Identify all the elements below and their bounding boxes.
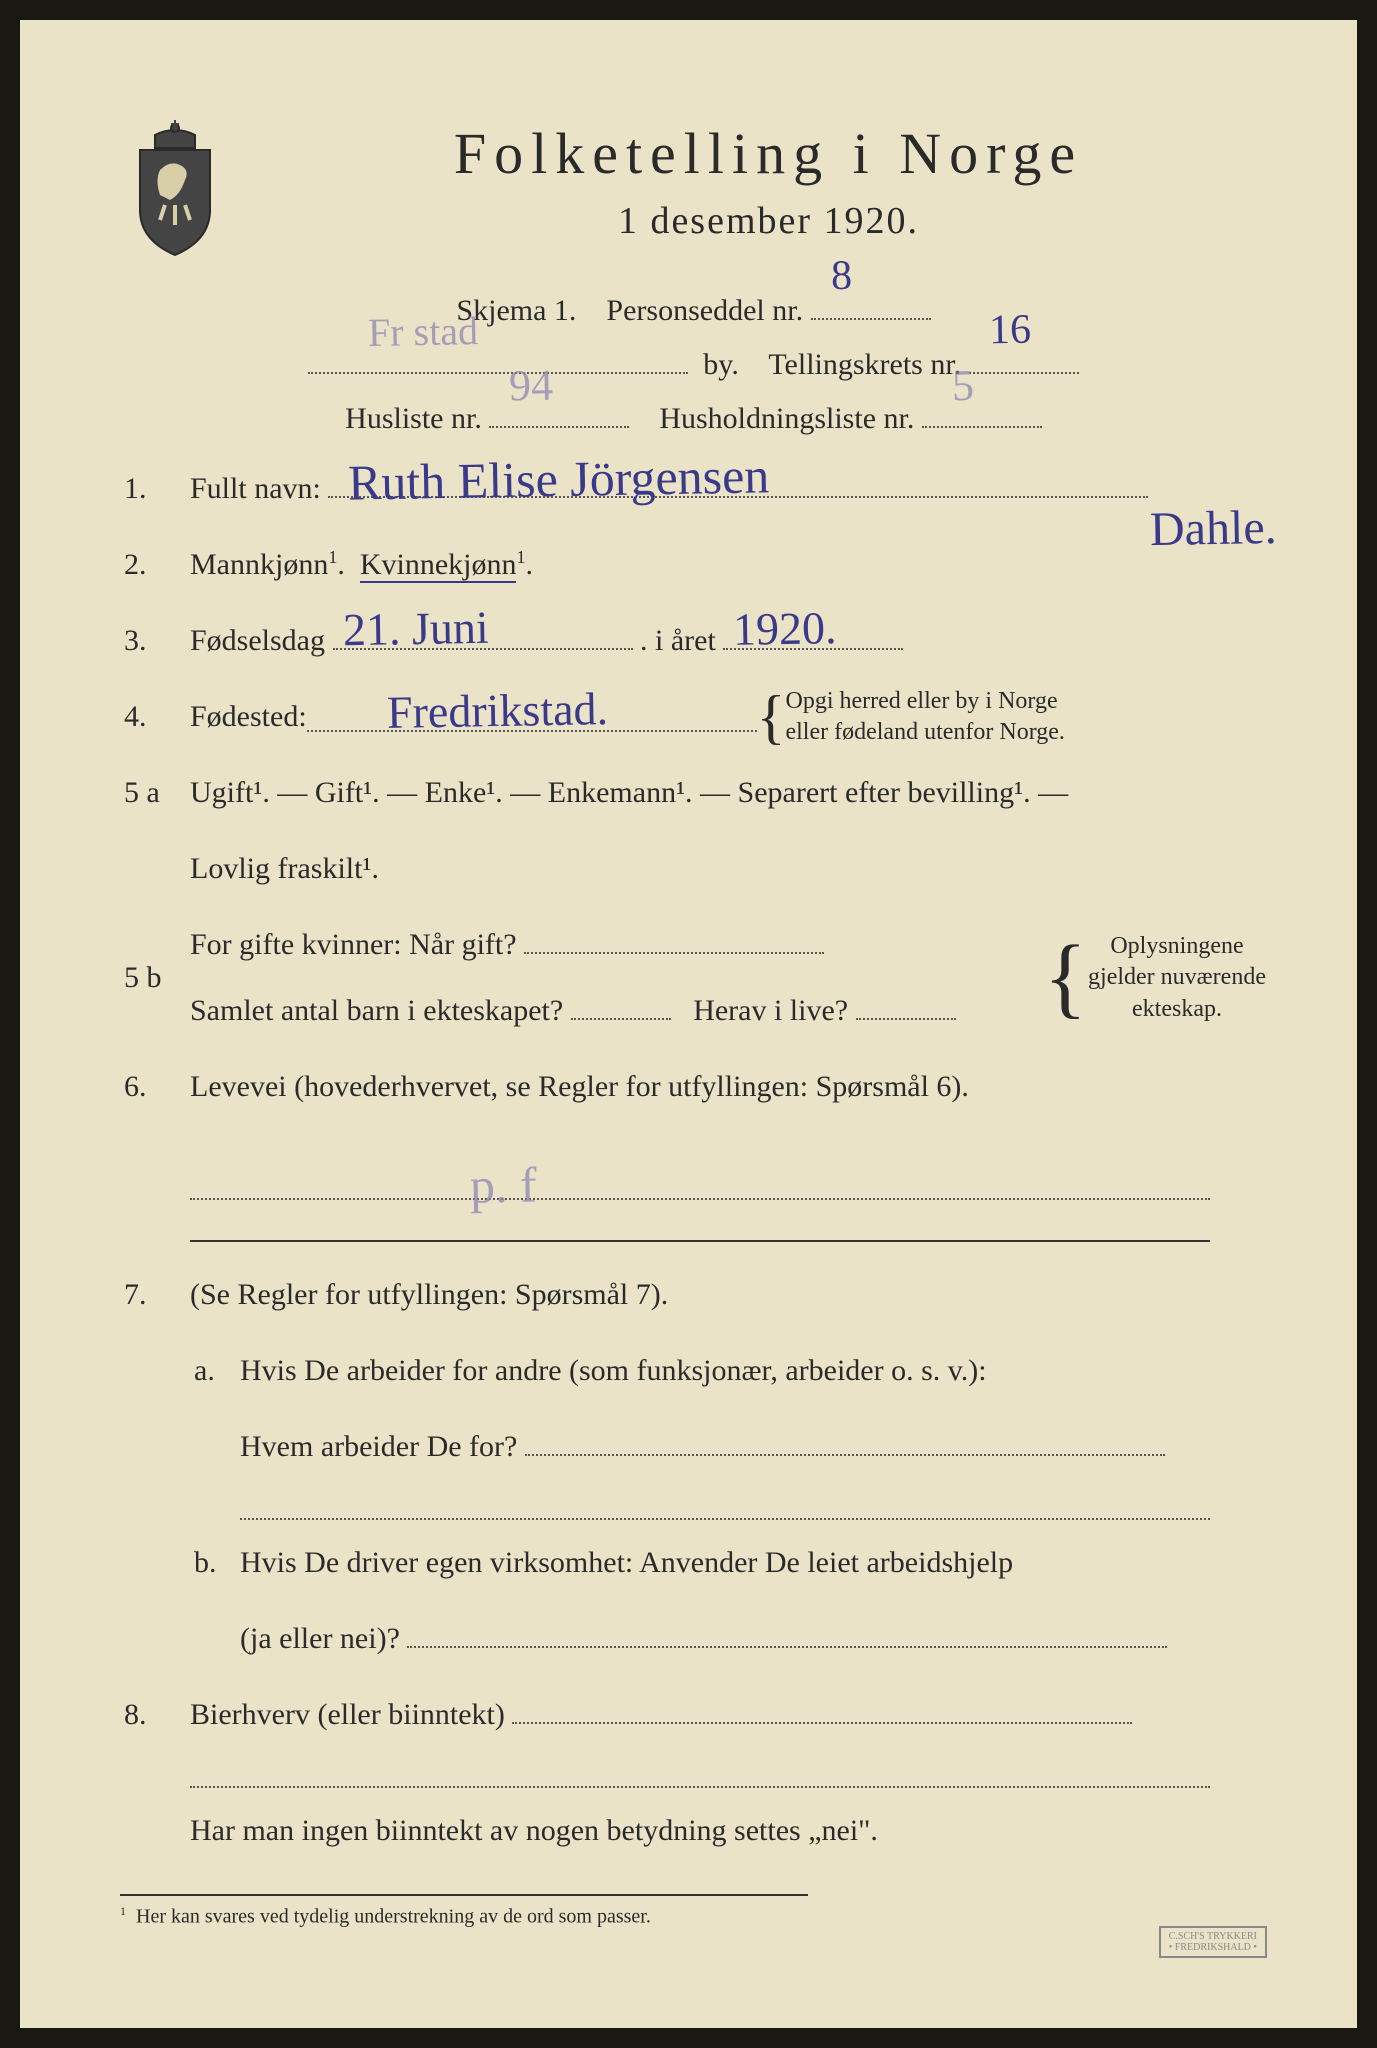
q6-num: 6. xyxy=(120,1054,190,1120)
q1-name-value: Ruth Elise Jörgensen xyxy=(347,420,770,537)
q5b-label1: For gifte kvinner: Når gift? xyxy=(190,928,517,961)
question-7a: a. Hvis De arbeider for andre (som funks… xyxy=(120,1338,1267,1404)
q4-value: Fredrikstad. xyxy=(386,658,609,763)
q4-label: Fødested: xyxy=(190,684,307,750)
q7-num: 7. xyxy=(120,1262,190,1328)
personseddel-value: 8 xyxy=(830,252,852,300)
question-7a-cont: Hvem arbeider De for? xyxy=(120,1414,1267,1480)
q4-num: 4. xyxy=(120,684,190,750)
q5a-num: 5 a xyxy=(120,760,190,826)
question-7b-cont: (ja eller nei)? xyxy=(120,1606,1267,1672)
header: Folketelling i Norge 1 desember 1920. xyxy=(120,120,1267,260)
main-title: Folketelling i Norge xyxy=(270,120,1267,187)
subtitle: 1 desember 1920. xyxy=(270,199,1267,243)
question-7: 7. (Se Regler for utfyllingen: Spørsmål … xyxy=(120,1262,1267,1328)
q2-num: 2. xyxy=(120,532,190,598)
q5b-label3: Herav i live? xyxy=(693,994,848,1027)
q7b-text2: (ja eller nei)? xyxy=(240,1622,400,1655)
q2-mann: Mannkjønn xyxy=(190,548,328,581)
question-5a: 5 a Ugift¹. — Gift¹. — Enke¹. — Enkemann… xyxy=(120,760,1267,826)
q7a-num: a. xyxy=(190,1338,240,1404)
tellingskrets-value: 16 xyxy=(988,306,1031,355)
q5b-num: 5 b xyxy=(120,945,190,1011)
question-3: 3. Fødselsdag 21. Juni . i året 1920. xyxy=(120,608,1267,674)
q3-label: Fødselsdag xyxy=(190,624,325,657)
question-6: 6. Levevei (hovederhvervet, se Regler fo… xyxy=(120,1054,1267,1120)
q4-note: Opgi herred eller by i Norge eller fødel… xyxy=(785,686,1064,748)
title-block: Folketelling i Norge 1 desember 1920. xyxy=(270,120,1267,243)
q3-year-value: 1920. xyxy=(732,577,837,680)
footnote: 1 Her kan svares ved tydelig understrekn… xyxy=(120,1894,808,1929)
printer-stamp: C.SCH'S TRYKKERI • FREDRIKSHALD • xyxy=(1159,1926,1267,1958)
q8-num: 8. xyxy=(120,1682,190,1748)
q7a-text1: Hvis De arbeider for andre (som funksjon… xyxy=(240,1338,1267,1404)
husliste-value: 94 xyxy=(509,360,554,412)
q7b-num: b. xyxy=(190,1530,240,1596)
q5a-text2: Lovlig fraskilt¹. xyxy=(190,836,1267,902)
form-body: 1. Fullt navn: Ruth Elise Jörgensen Dahl… xyxy=(120,456,1267,1864)
q3-num: 3. xyxy=(120,608,190,674)
question-2: 2. Mannkjønn1. Kvinnekjønn1. xyxy=(120,532,1267,598)
q1-num: 1. xyxy=(120,456,190,522)
q8-label: Bierhverv (eller biinntekt) xyxy=(190,1698,505,1731)
q5b-label2: Samlet antal barn i ekteskapet? xyxy=(190,994,563,1027)
question-4: 4. Fødested: Fredrikstad. { Opgi herred … xyxy=(120,684,1267,750)
q5b-note: Oplysningene gjelder nuværende ekteskap. xyxy=(1087,931,1267,1025)
question-1: 1. Fullt navn: Ruth Elise Jörgensen Dahl… xyxy=(120,456,1267,522)
tellingskrets-label: Tellingskrets nr. xyxy=(768,348,961,381)
q6-value: p. f xyxy=(469,1129,538,1240)
q8-note-row: Har man ingen biinntekt av nogen betydni… xyxy=(120,1798,1267,1864)
form-metadata: Skjema 1. Personseddel nr. 8 Fr stad by.… xyxy=(120,290,1267,436)
question-8: 8. Bierhverv (eller biinntekt) xyxy=(120,1682,1267,1748)
q7-text: (Se Regler for utfyllingen: Spørsmål 7). xyxy=(190,1262,1267,1328)
q1-label: Fullt navn: xyxy=(190,472,321,505)
city-value: Fr stad xyxy=(368,307,479,356)
coat-of-arms-icon xyxy=(120,120,230,260)
divider-line xyxy=(190,1240,1210,1242)
q3-mid: . i året xyxy=(640,624,716,657)
personseddel-label: Personseddel nr. xyxy=(606,294,803,327)
q8-note: Har man ingen biinntekt av nogen betydni… xyxy=(190,1798,1267,1864)
by-label: by. xyxy=(703,348,739,381)
question-5b: 5 b For gifte kvinner: Når gift? Samlet … xyxy=(120,912,1267,1044)
q7b-text1: Hvis De driver egen virksomhet: Anvender… xyxy=(240,1530,1267,1596)
q7a-text2: Hvem arbeider De for? xyxy=(240,1430,517,1463)
question-5a-cont: Lovlig fraskilt¹. xyxy=(120,836,1267,902)
q6-text: Levevei (hovederhvervet, se Regler for u… xyxy=(190,1054,1267,1120)
q5a-text: Ugift¹. — Gift¹. — Enke¹. — Enkemann¹. —… xyxy=(190,776,1068,809)
husholdning-value: 5 xyxy=(951,360,974,411)
question-7b: b. Hvis De driver egen virksomhet: Anven… xyxy=(120,1530,1267,1596)
census-form-page: Folketelling i Norge 1 desember 1920. Sk… xyxy=(20,20,1357,2028)
footnote-text: Her kan svares ved tydelig understreknin… xyxy=(136,1906,651,1928)
